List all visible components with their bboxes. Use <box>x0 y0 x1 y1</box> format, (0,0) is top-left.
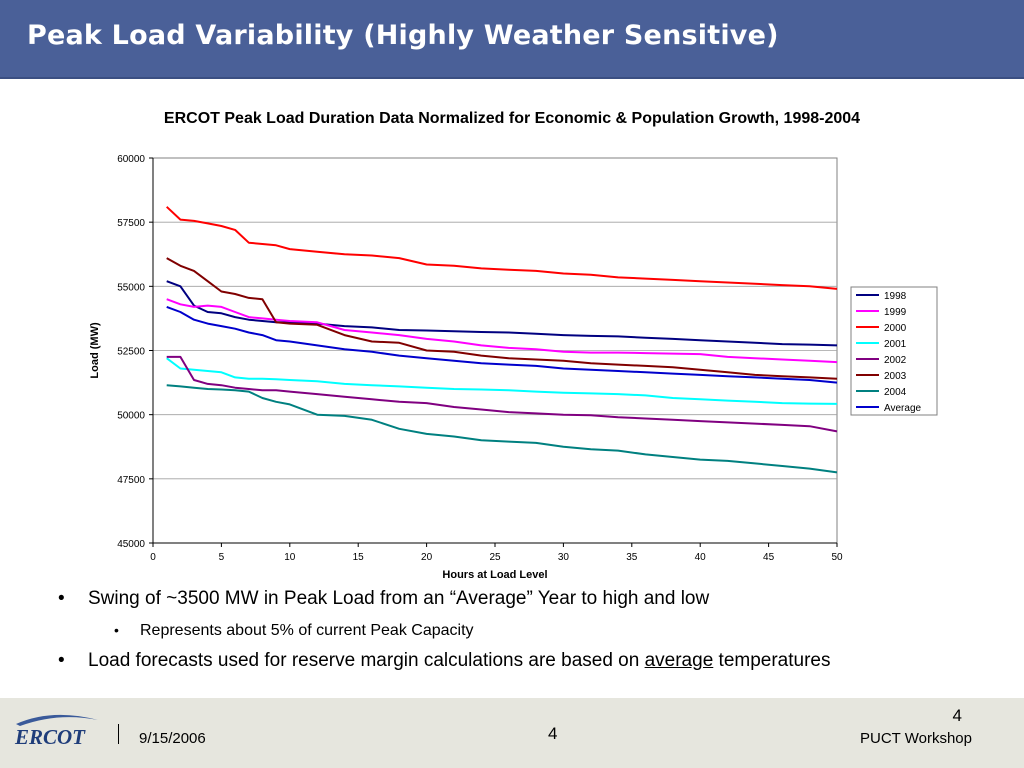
legend-entry: Average <box>884 403 922 414</box>
bullet-dot: • <box>58 650 65 671</box>
legend-entry: 2001 <box>884 339 907 350</box>
series-line-2000 <box>166 206 838 290</box>
legend-box <box>850 286 938 416</box>
y-tick-label: 47500 <box>117 475 145 486</box>
x-tick-label: 40 <box>695 552 707 563</box>
x-tick-label: 20 <box>421 552 433 563</box>
series-line-2001 <box>166 357 838 405</box>
y-tick-label: 50000 <box>117 411 145 422</box>
x-tick-label: 35 <box>626 552 638 563</box>
sub-bullet-item: • Represents about 5% of current Peak Cap… <box>114 622 474 640</box>
y-tick-label: 52500 <box>117 347 145 358</box>
load-duration-chart: 45000 47500 50000 52500 55000 57500 60000 0 5 10 1… <box>89 154 938 581</box>
bullet-text: Swing of ~3500 MW in Peak Load from an “… <box>88 588 710 609</box>
series-line-2003 <box>166 257 838 380</box>
underlined-word: average <box>644 650 714 671</box>
x-tick-label: 50 <box>831 552 843 563</box>
y-tick-label: 60000 <box>117 154 145 165</box>
y-tick-label: 57500 <box>117 218 145 229</box>
legend-entry: 1998 <box>884 291 907 302</box>
series-line-1998 <box>166 280 838 347</box>
series-line-2002 <box>166 355 838 433</box>
series-line-average <box>166 305 838 384</box>
bullet-dot: • <box>114 622 119 638</box>
y-axis-label: Load (MW) <box>89 322 101 379</box>
x-tick-label: 30 <box>558 552 570 563</box>
footer-date: 9/15/2006 <box>139 730 206 747</box>
bullet-text: Load forecasts used for reserve margin c… <box>88 650 645 671</box>
legend-entry: 2004 <box>884 387 907 398</box>
series-line-1999 <box>166 298 838 364</box>
ercot-logo: ERCOT <box>14 714 98 749</box>
slide-title: Peak Load Variability (Highly Weather Se… <box>27 20 779 51</box>
legend-entry: 1999 <box>884 307 907 318</box>
legend-entry: 2002 <box>884 355 907 366</box>
bullet-item: • Swing of ~3500 MW in Peak Load from an … <box>58 588 709 610</box>
slide-footer: ERCOT 9/15/2006 4 4 PUCT Workshop <box>0 698 1024 768</box>
bullet-dot: • <box>58 588 65 609</box>
footer-separator <box>118 724 119 744</box>
legend-entry: 2000 <box>884 323 907 334</box>
y-tick-label: 45000 <box>117 539 145 550</box>
x-tick-label: 45 <box>763 552 775 563</box>
page-number: 4 <box>952 706 962 725</box>
bullet-item: • Load forecasts used for reserve margin … <box>58 650 831 672</box>
x-tick-label: 10 <box>284 552 296 563</box>
x-tick-label: 25 <box>489 552 501 563</box>
sub-bullet-text: Represents about 5% of current Peak Capa… <box>140 622 474 639</box>
bullet-text-end: temperatures <box>713 650 831 671</box>
x-tick-label: 0 <box>150 552 156 563</box>
chart-title: ERCOT Peak Load Duration Data Normalized… <box>163 110 861 127</box>
x-tick-label: 5 <box>219 552 225 563</box>
y-tick-label: 55000 <box>117 282 145 293</box>
series-line-2004 <box>166 384 838 474</box>
footer-page-center: 4 <box>548 724 558 743</box>
footer-event: PUCT Workshop <box>860 730 972 747</box>
logo-text: ERCOT <box>14 725 86 749</box>
x-tick-label: 15 <box>353 552 365 563</box>
x-axis-label: Hours at Load Level <box>442 569 547 581</box>
slide-header: Peak Load Variability (Highly Weather Se… <box>0 0 1024 79</box>
legend-entry: 2003 <box>884 371 907 382</box>
